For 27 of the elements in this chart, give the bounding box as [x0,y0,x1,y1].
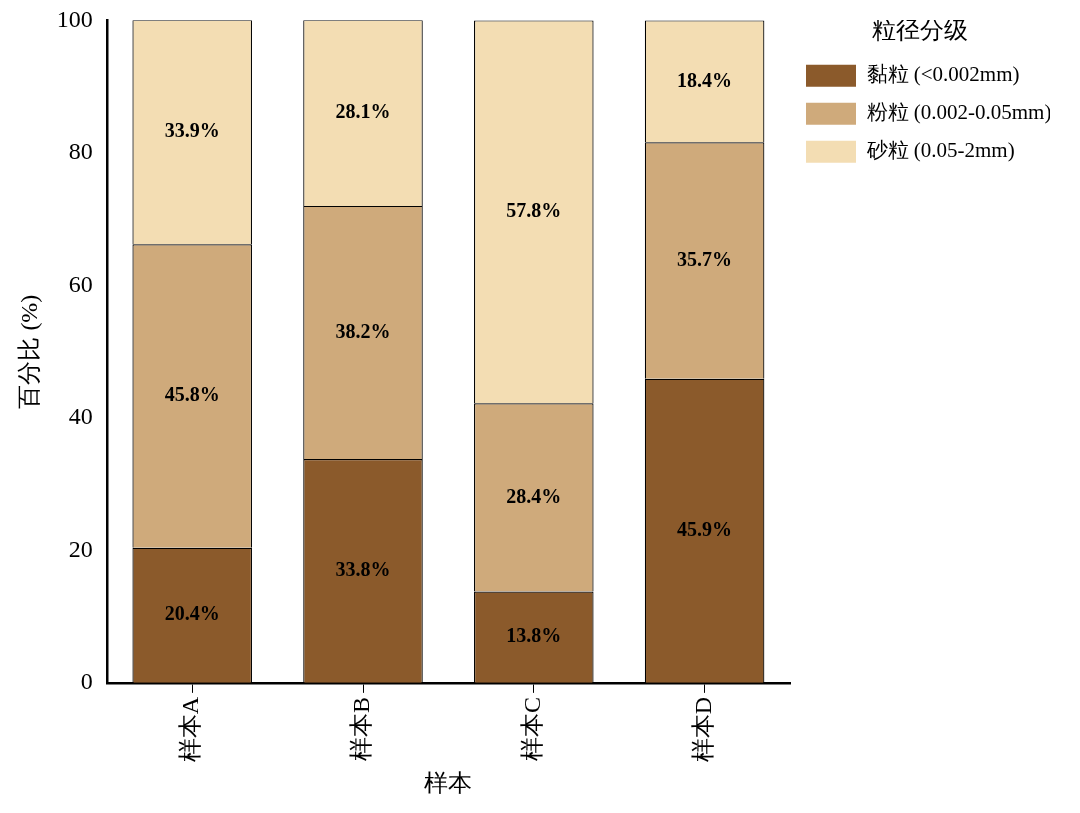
data-label: 20.4% [164,602,220,625]
y-tick-label: 80 [68,138,93,165]
y-tick-label: 100 [56,5,93,32]
data-label: 28.1% [335,99,391,122]
data-label: 45.8% [164,383,220,406]
data-label: 18.4% [677,68,733,91]
x-tick-label: 样本D [689,696,716,763]
data-label: 33.8% [335,558,391,581]
data-label: 28.4% [506,484,562,507]
x-tick-label: 样本C [519,696,546,761]
y-tick-label: 0 [80,668,93,695]
y-tick-label: 20 [68,535,93,562]
x-tick-label: 样本A [177,696,204,763]
y-tick-label: 60 [68,270,93,297]
legend-label: 粉粒 (0.002-0.05mm) [866,100,1052,125]
data-label: 45.9% [677,518,733,540]
x-axis-title: 样本 [424,769,473,796]
y-tick-label: 40 [68,403,93,430]
y-axis-title: 百分比 (%) [15,294,42,409]
data-label: 33.9% [164,119,220,142]
legend-label: 砂粒 (0.05-2mm) [865,138,1015,163]
data-label: 13.8% [506,624,562,647]
legend-label: 黏粒 (<0.002mm) [866,62,1020,87]
data-label: 35.7% [677,247,733,270]
x-tick-label: 样本B [348,696,375,761]
data-label: 38.2% [335,319,391,342]
data-label: 57.8% [506,199,562,222]
